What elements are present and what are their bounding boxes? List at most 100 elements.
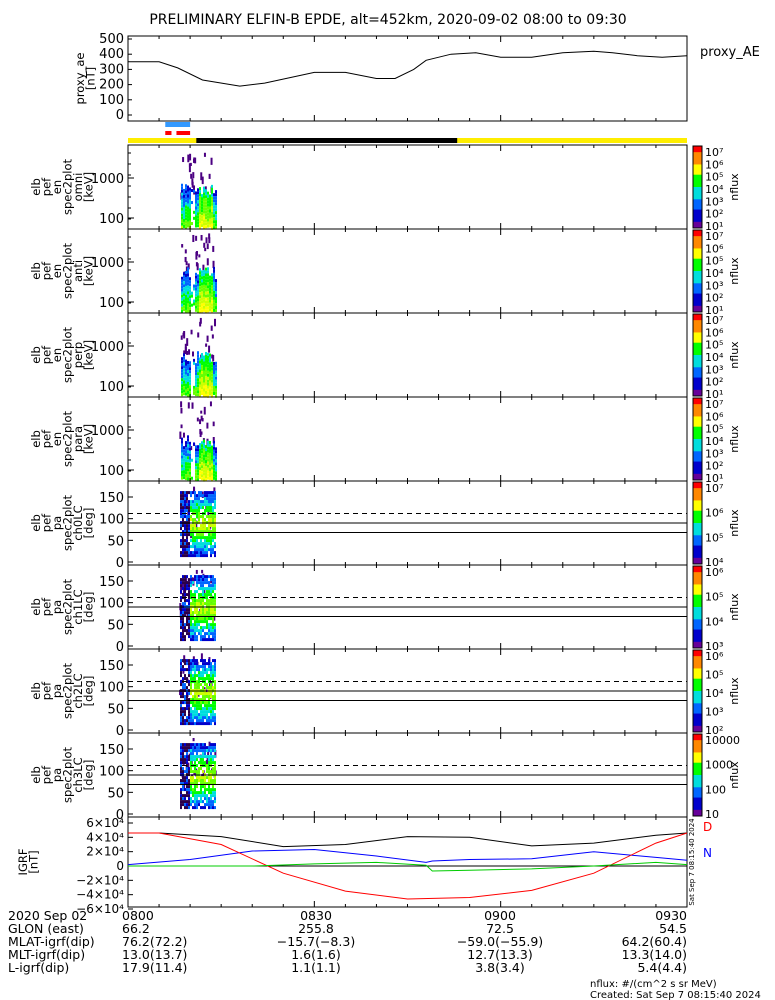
created-timestamp: Created: Sat Sep 7 08:15:40 2024 bbox=[590, 990, 761, 1000]
spectrogram-pixel bbox=[210, 506, 212, 510]
spectrogram-pixel bbox=[213, 464, 215, 468]
spectrogram-pixel bbox=[199, 473, 201, 477]
spectrogram-pixel bbox=[210, 758, 212, 762]
spectrogram-pixel bbox=[209, 380, 211, 384]
spectrogram-pixel bbox=[204, 755, 206, 759]
spectrogram-pixel bbox=[206, 674, 208, 678]
spectrogram-pixel bbox=[214, 800, 216, 804]
y-axis-label-line: spec2plot bbox=[60, 410, 74, 467]
spectrogram-pixel bbox=[202, 551, 204, 555]
spectrogram-pixel bbox=[192, 611, 194, 615]
spectrogram-pixel bbox=[190, 578, 192, 582]
spectrogram-pixel bbox=[214, 515, 216, 519]
spectrogram-pixel bbox=[207, 370, 209, 374]
spectrogram-pixel bbox=[202, 785, 204, 789]
spectrogram-pixel bbox=[187, 212, 189, 216]
spectrogram-pixel bbox=[194, 578, 196, 582]
colorbar-cell bbox=[693, 219, 702, 223]
spectrogram-pixel bbox=[184, 695, 186, 699]
colorbar-frame bbox=[692, 229, 703, 313]
colorbar-cell bbox=[693, 467, 702, 471]
colorbar-cell bbox=[693, 375, 702, 379]
colorbar-cell bbox=[693, 283, 702, 286]
spectrogram-pixel bbox=[194, 668, 196, 672]
spectrogram-pixel bbox=[196, 617, 198, 621]
spectrogram-pixel bbox=[214, 500, 216, 504]
spectrogram-pixel bbox=[203, 305, 205, 309]
spectrogram-pixel bbox=[180, 335, 183, 340]
spectrogram-pixel bbox=[180, 581, 182, 585]
spectrogram-pixel bbox=[195, 218, 197, 222]
spectrogram-pixel bbox=[214, 683, 216, 687]
spectrogram-pixel bbox=[214, 626, 216, 630]
spectrogram-pixel bbox=[194, 779, 196, 783]
spectrogram-pixel bbox=[182, 554, 184, 558]
spectrogram-pixel bbox=[204, 632, 206, 636]
spectrogram-pixel bbox=[182, 635, 184, 639]
spectrogram-pixel bbox=[203, 219, 205, 223]
spectrogram-pixel bbox=[182, 749, 184, 753]
colorbar-cell bbox=[693, 246, 702, 249]
spectrogram-pixel bbox=[193, 487, 196, 494]
colorbar-cell bbox=[693, 408, 702, 411]
spectrogram-pixel bbox=[183, 452, 185, 456]
spectrogram-pixel bbox=[181, 458, 183, 462]
spectrogram-pixel bbox=[215, 211, 217, 215]
colorbar-cell bbox=[693, 641, 702, 645]
spectrogram-pixel bbox=[189, 367, 191, 371]
spectrogram-pixel bbox=[203, 269, 205, 273]
colorbar-cell bbox=[693, 623, 702, 626]
colorbar-cell bbox=[693, 463, 702, 467]
spectrogram-pixel bbox=[209, 392, 211, 396]
spectrogram-pixel bbox=[201, 474, 203, 478]
spectrogram-pixel bbox=[204, 536, 206, 540]
spectrogram-pixel bbox=[206, 638, 208, 642]
spectrogram-pixel bbox=[186, 551, 188, 555]
spectrogram-pixel bbox=[192, 743, 194, 747]
spectrogram-pixel bbox=[180, 797, 182, 801]
colorbar-cell bbox=[693, 514, 702, 518]
spectrogram-pixel bbox=[205, 303, 207, 307]
spectrogram-pixel bbox=[187, 456, 189, 460]
spectrogram-pixel bbox=[210, 749, 212, 753]
spectrogram-pixel bbox=[192, 806, 194, 810]
spectrogram-pixel bbox=[206, 530, 208, 534]
spectrogram-pixel bbox=[183, 365, 185, 369]
spectrogram-pixel bbox=[200, 671, 202, 675]
spectrogram-pixel bbox=[200, 536, 202, 540]
spectrogram-pixel bbox=[189, 220, 191, 224]
spectrogram-pixel bbox=[208, 593, 210, 597]
spectrogram-pixel bbox=[208, 614, 210, 618]
spectrogram-pixel bbox=[188, 620, 190, 624]
spectrogram-pixel bbox=[215, 471, 217, 475]
spectrogram-pixel bbox=[211, 205, 213, 209]
colorbar-cell bbox=[693, 486, 702, 489]
spectrogram-pixel bbox=[211, 361, 213, 365]
spectrogram-pixel bbox=[189, 196, 191, 200]
colorbar-cell bbox=[693, 338, 702, 342]
spectrogram-pixel bbox=[186, 704, 188, 708]
spectrogram-pixel bbox=[211, 199, 213, 203]
spectrogram-pixel bbox=[199, 214, 201, 218]
spectrogram-pixel bbox=[201, 444, 203, 448]
y-tick-label: 150 bbox=[99, 743, 124, 758]
spectrogram-pixel bbox=[214, 806, 216, 810]
spectrogram-pixel bbox=[209, 212, 211, 216]
spectrogram-pixel bbox=[196, 506, 198, 510]
spectrogram-pixel bbox=[188, 166, 191, 173]
spectrogram-pixel bbox=[208, 701, 210, 705]
y-axis-label-line: IGRF bbox=[16, 849, 30, 876]
spectrogram-pixel bbox=[181, 192, 183, 196]
spectrogram-pixel bbox=[208, 638, 210, 642]
colorbar-cell bbox=[693, 535, 702, 538]
y-axis-label-line: elb bbox=[29, 346, 43, 364]
spectrogram-pixel bbox=[187, 366, 189, 370]
spectrogram-pixel bbox=[183, 377, 185, 381]
colorbar-cell bbox=[693, 211, 702, 215]
spectrogram-pixel bbox=[195, 203, 197, 207]
spectrogram-pixel bbox=[188, 163, 191, 168]
colorbar-cell bbox=[693, 617, 702, 620]
spectrogram-pixel bbox=[200, 707, 202, 711]
colorbar-tick-label: 10⁶ bbox=[705, 158, 724, 171]
spectrogram-pixel bbox=[209, 284, 211, 288]
